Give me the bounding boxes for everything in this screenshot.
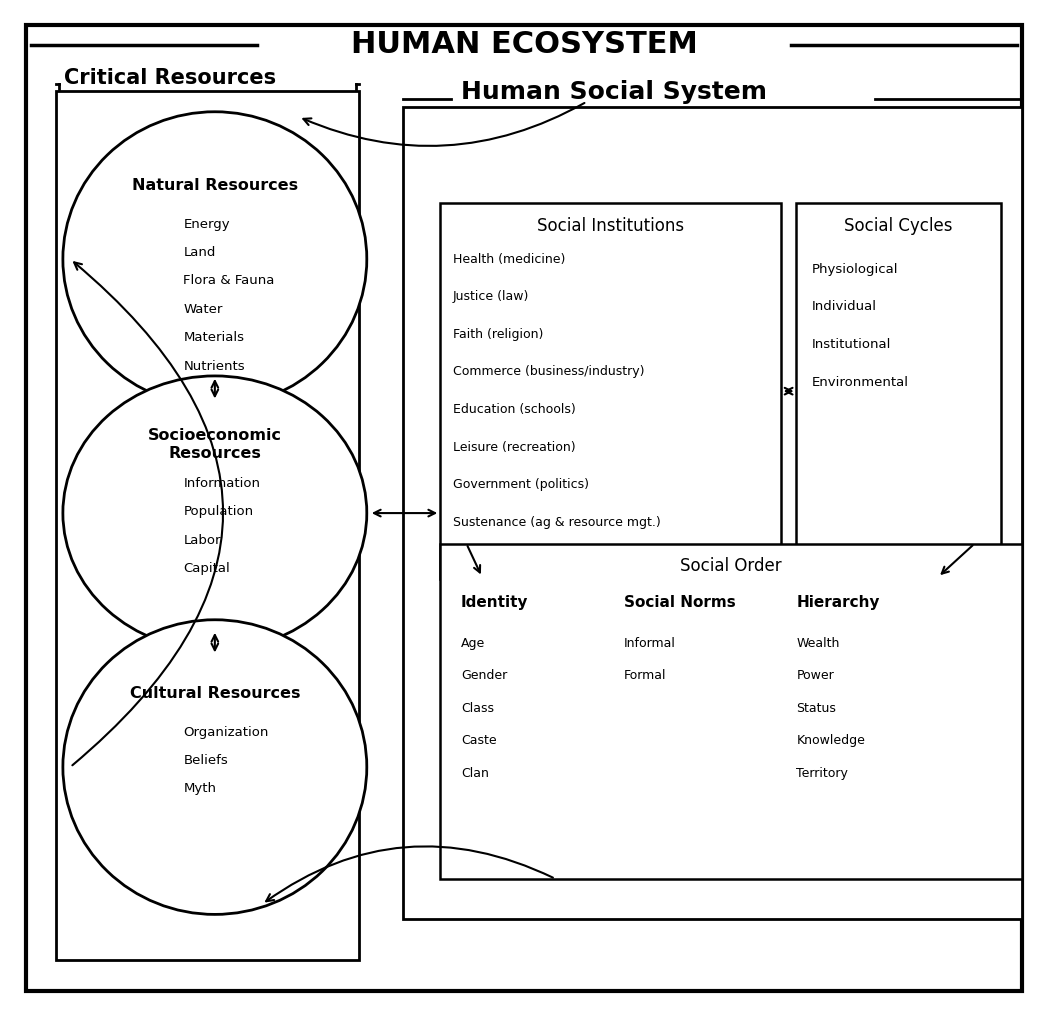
Text: Organization: Organization	[183, 725, 268, 739]
Text: Flora & Fauna: Flora & Fauna	[183, 274, 275, 288]
Text: Social Norms: Social Norms	[624, 595, 736, 610]
Text: Sustenance (ag & resource mgt.): Sustenance (ag & resource mgt.)	[453, 516, 660, 528]
Ellipse shape	[63, 620, 367, 914]
Text: Environmental: Environmental	[812, 376, 910, 388]
Text: Information: Information	[183, 477, 260, 490]
Text: Health (medicine): Health (medicine)	[453, 253, 565, 265]
Ellipse shape	[63, 376, 367, 650]
Text: Nutrients: Nutrients	[183, 360, 245, 373]
Text: Critical Resources: Critical Resources	[64, 68, 276, 88]
Text: Social Cycles: Social Cycles	[845, 216, 953, 235]
Text: Informal: Informal	[624, 637, 675, 649]
Text: Education (schools): Education (schools)	[453, 403, 575, 416]
Bar	[440, 203, 781, 579]
Text: HUMAN ECOSYSTEM: HUMAN ECOSYSTEM	[351, 30, 697, 59]
Text: Power: Power	[796, 670, 834, 682]
Text: Commerce (business/industry): Commerce (business/industry)	[453, 366, 645, 378]
Bar	[440, 544, 1022, 879]
Text: Status: Status	[796, 702, 836, 714]
Text: Age: Age	[461, 637, 485, 649]
Text: Capital: Capital	[183, 562, 231, 575]
Text: Gender: Gender	[461, 670, 507, 682]
Text: Class: Class	[461, 702, 494, 714]
Bar	[403, 107, 1022, 919]
Text: Wealth: Wealth	[796, 637, 839, 649]
Text: Beliefs: Beliefs	[183, 754, 228, 767]
Text: Institutional: Institutional	[812, 338, 892, 351]
Text: Land: Land	[183, 246, 216, 259]
Bar	[56, 91, 359, 960]
Text: Hierarchy: Hierarchy	[796, 595, 880, 610]
Text: Human Social System: Human Social System	[461, 79, 767, 104]
Text: Social Order: Social Order	[680, 557, 782, 575]
Text: Labor: Labor	[183, 533, 221, 547]
Text: Formal: Formal	[624, 670, 667, 682]
Text: Socioeconomic
Resources: Socioeconomic Resources	[148, 429, 282, 460]
Bar	[796, 203, 1001, 579]
Text: Water: Water	[183, 303, 223, 316]
Text: Natural Resources: Natural Resources	[132, 178, 298, 193]
Text: Caste: Caste	[461, 735, 497, 747]
Text: Physiological: Physiological	[812, 263, 899, 275]
Text: Knowledge: Knowledge	[796, 735, 866, 747]
Text: Materials: Materials	[183, 331, 244, 344]
Text: Identity: Identity	[461, 595, 528, 610]
Text: Government (politics): Government (politics)	[453, 479, 589, 491]
Text: Cultural Resources: Cultural Resources	[130, 686, 300, 701]
Text: Population: Population	[183, 505, 254, 518]
Text: Clan: Clan	[461, 767, 489, 779]
Text: Faith (religion): Faith (religion)	[453, 328, 543, 340]
Text: Energy: Energy	[183, 217, 230, 231]
Text: Individual: Individual	[812, 301, 877, 313]
Text: Myth: Myth	[183, 782, 216, 796]
Text: Leisure (recreation): Leisure (recreation)	[453, 441, 575, 453]
Text: Social Institutions: Social Institutions	[537, 216, 684, 235]
Ellipse shape	[63, 112, 367, 406]
Text: Territory: Territory	[796, 767, 848, 779]
Text: Justice (law): Justice (law)	[453, 291, 529, 303]
